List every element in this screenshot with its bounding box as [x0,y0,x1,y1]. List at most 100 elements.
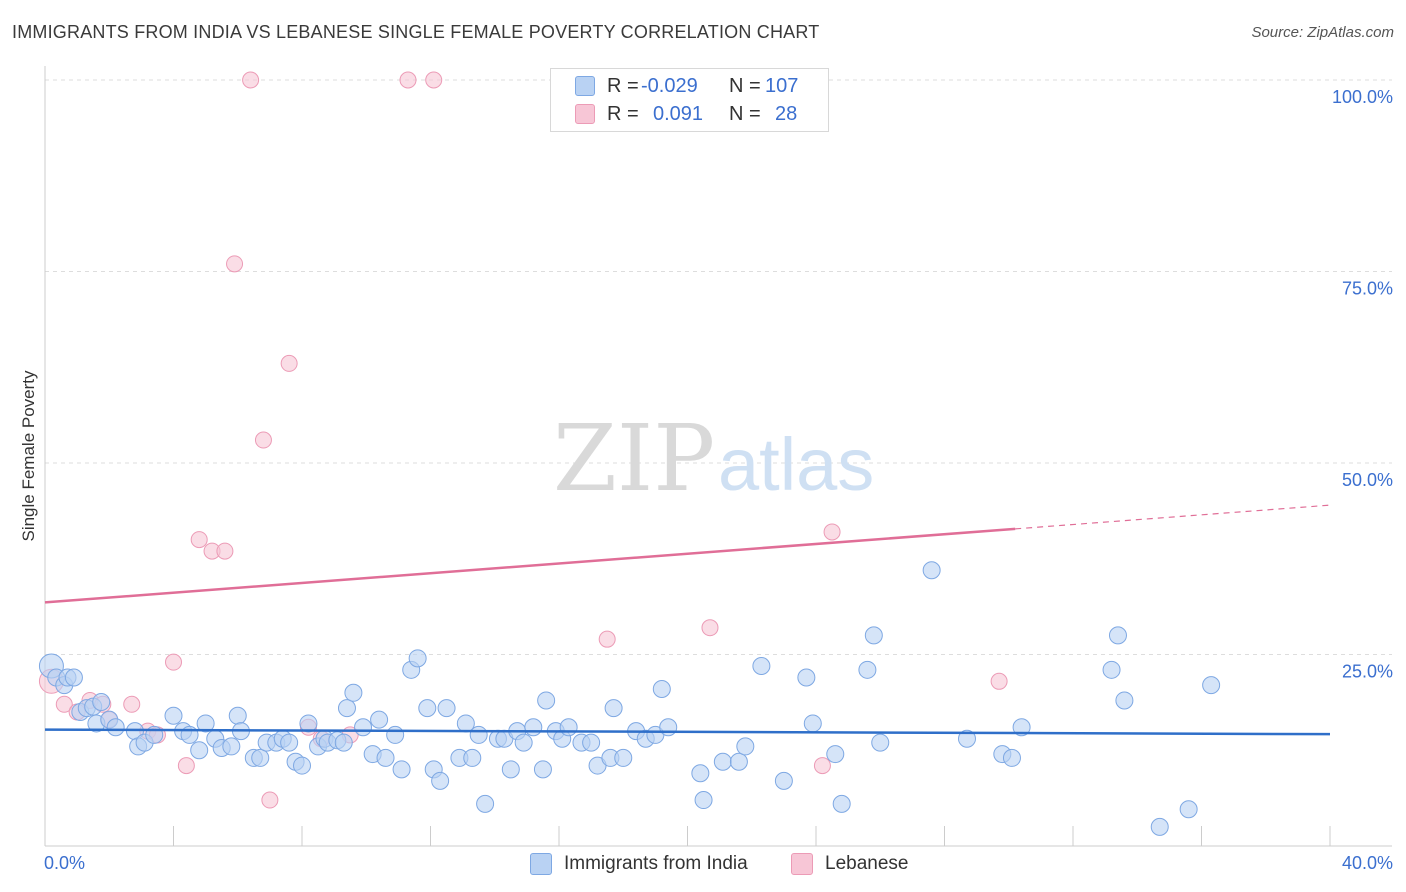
india-point [832,794,851,813]
y-axis-label: Single Female Poverty [19,370,38,542]
india-point [251,748,270,767]
axes [44,66,1392,847]
lebanese-point [190,531,208,549]
trend-lines [44,504,1331,736]
watermark-atlas: atlas [718,423,874,506]
lebanese-point [813,757,831,775]
india-point [228,706,247,725]
india-point [1102,660,1121,679]
india-point [694,791,713,810]
india-point [337,699,356,718]
india-swatch [575,76,595,96]
lebanese-trend-extension [1015,504,1331,530]
lebanese-point [701,619,719,637]
india-point [614,748,633,767]
india-n-value: 107 [765,74,799,97]
india-point [514,733,533,752]
india-legend-swatch [530,853,552,875]
india-point [1002,748,1021,767]
india-legend-label: Immigrants from India [564,853,748,874]
india-point [713,752,732,771]
lebanese-point [226,255,244,273]
india-point [164,706,183,725]
india-point [1115,691,1134,710]
lebanese-point [598,630,616,648]
grid-lines [45,79,1392,655]
india-point [408,649,427,668]
india-n-label: N = [729,74,761,97]
india-points [38,561,1221,836]
lebanese-point [242,71,260,89]
legend-row-lebanese: R = 0.091 N = 28 [551,101,815,127]
legend-item-lebanese: Lebanese [791,852,908,876]
india-point [826,745,845,764]
india-point [858,660,877,679]
india-point [691,764,710,783]
india-point [604,699,623,718]
y-tick-label: 50.0% [1342,470,1393,490]
lebanese-legend-label: Lebanese [825,853,909,874]
india-point [386,725,405,744]
y-tick-labels: 25.0% 50.0% 75.0% 100.0% [1332,87,1393,682]
y-tick-label: 75.0% [1342,279,1393,299]
lebanese-n-value: 28 [775,102,798,125]
india-point [864,626,883,645]
stats-legend: R = -0.029 N = 107 R = 0.091 N = 28 [550,68,829,132]
india-point [376,748,395,767]
india-point [280,733,299,752]
india-point [1108,626,1127,645]
india-point [659,718,678,737]
x-tick-labels: 0.0% 40.0% [44,853,1393,873]
lebanese-point [399,71,417,89]
lebanese-point [990,672,1008,690]
x-tick-label: 40.0% [1342,853,1393,873]
lebanese-point [823,523,841,541]
lebanese-n-label: N = [729,102,761,125]
india-point [774,771,793,790]
india-point [431,771,450,790]
india-point [1202,676,1221,695]
lebanese-r-value: 0.091 [653,102,704,125]
lebanese-point [254,431,272,449]
lebanese-legend-swatch [791,853,813,875]
india-point [334,733,353,752]
india-point [922,561,941,580]
india-point [463,748,482,767]
india-point [533,760,552,779]
india-point [803,714,822,733]
y-tick-label: 25.0% [1342,662,1393,682]
india-point [871,733,890,752]
india-point [64,668,83,687]
india-point [729,752,748,771]
lebanese-point [55,695,73,713]
india-point [1179,800,1198,819]
lebanese-point [261,791,279,809]
india-r-value: -0.029 [641,74,698,97]
india-point [559,718,578,737]
lebanese-trend-line [44,527,1016,604]
legend-row-india: R = -0.029 N = 107 [551,73,805,99]
x-tick-label: 0.0% [44,853,85,873]
y-tick-label: 100.0% [1332,87,1393,107]
india-point [537,691,556,710]
india-point [1150,817,1169,836]
chart-title: IMMIGRANTS FROM INDIA VS LEBANESE SINGLE… [12,22,820,42]
india-point [293,756,311,775]
india-point [524,718,543,737]
india-point [106,718,125,737]
india-point [736,737,755,756]
lebanese-point [177,757,195,775]
india-point [196,714,215,733]
lebanese-point [123,695,141,713]
india-point [752,656,771,675]
india-point [437,699,456,718]
india-point [501,760,520,779]
india-point [476,794,495,813]
india-point [469,725,488,744]
lebanese-point [165,653,182,671]
india-point [1012,718,1031,737]
lebanese-point [280,354,298,372]
lebanese-r-label: R = [607,102,639,125]
india-point [354,718,373,737]
